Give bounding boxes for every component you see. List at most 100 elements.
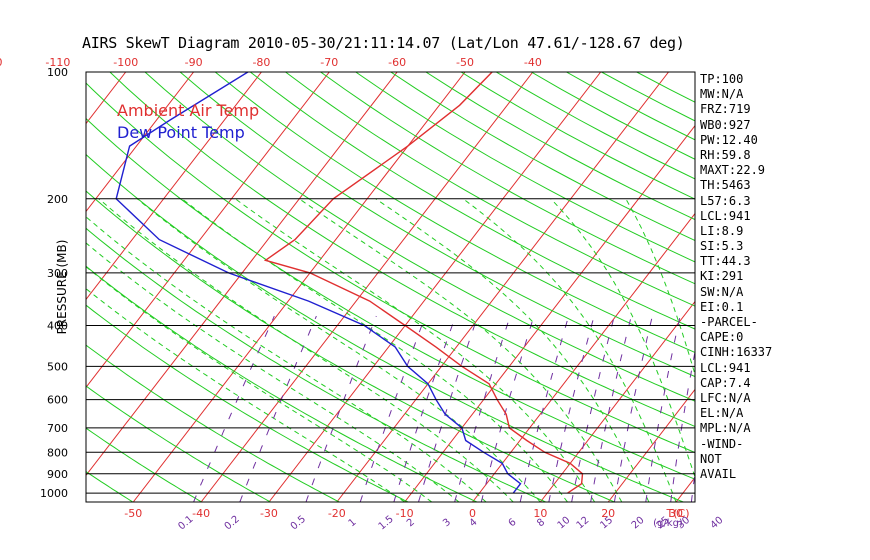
stat-row: RH:59.8 bbox=[700, 147, 751, 162]
pressure-tick-label: 100 bbox=[47, 66, 68, 79]
mixing-ratio-label: 10 bbox=[556, 515, 573, 532]
stat-row: WB0:927 bbox=[700, 117, 751, 132]
moist-adiabat-line bbox=[235, 198, 596, 502]
moist-adiabat-line bbox=[136, 198, 541, 502]
isotherm-line bbox=[472, 212, 695, 502]
mixing-ratio-line bbox=[519, 315, 570, 502]
temp-tick-label: 10 bbox=[533, 507, 547, 520]
stat-row: LCL:941 bbox=[700, 360, 751, 375]
stat-row: CAP:7.4 bbox=[700, 375, 751, 390]
stat-row: EI:0.1 bbox=[700, 299, 744, 314]
moist-adiabat-line bbox=[86, 288, 405, 502]
stat-row: SW:N/A bbox=[700, 284, 744, 299]
pressure-tick-label: 300 bbox=[47, 267, 68, 280]
dry-adiabat-line bbox=[320, 72, 695, 285]
mixing-ratio-line bbox=[418, 315, 479, 502]
stat-row: AVAIL bbox=[700, 466, 737, 481]
mixing-ratio-line bbox=[359, 315, 426, 502]
top-temp-tick-label: -100 bbox=[113, 56, 138, 69]
plot-frame bbox=[85, 71, 696, 503]
temp-tick-label: 30 bbox=[669, 507, 683, 520]
dry-adiabat-line bbox=[285, 72, 695, 307]
stat-row: MW:N/A bbox=[700, 87, 744, 102]
stat-row: CAPE:0 bbox=[700, 330, 744, 345]
top-temp-tick-label: -60 bbox=[388, 56, 406, 69]
mixing-ratio-label: 40 bbox=[709, 515, 726, 532]
moist-adiabat-line bbox=[550, 198, 695, 479]
temp-tick-label: -40 bbox=[192, 507, 210, 520]
mixing-ratio-label: 20 bbox=[630, 515, 647, 532]
mixing-ratio-label: 4 bbox=[468, 517, 480, 530]
stat-row: LI:8.9 bbox=[700, 223, 744, 238]
stat-row: -WIND- bbox=[700, 436, 744, 451]
isotherm-line bbox=[132, 72, 466, 502]
mixing-ratio-unit-label: (g/kg) bbox=[653, 518, 683, 529]
mixing-ratio-label: 3 bbox=[441, 517, 453, 530]
stat-row: KI:291 bbox=[700, 269, 744, 284]
mixing-ratio-line bbox=[590, 315, 632, 502]
isotherm-line bbox=[200, 72, 534, 502]
isotherm-line bbox=[607, 388, 695, 502]
mixing-ratio-line bbox=[239, 315, 317, 502]
moist-adiabat-line bbox=[86, 266, 433, 502]
temp-tick-label: 20 bbox=[601, 507, 615, 520]
stat-row: PW:12.40 bbox=[700, 132, 758, 147]
top-temp-tick-label: -110 bbox=[45, 56, 70, 69]
ambient-air-temp-line bbox=[263, 72, 584, 494]
moist-adiabat-line bbox=[86, 216, 487, 502]
dry-adiabat-line bbox=[86, 385, 271, 502]
chart-title: AIRS SkewT Diagram 2010-05-30/21:11:14.0… bbox=[82, 34, 685, 52]
isotherm-line bbox=[86, 72, 398, 477]
moist-adiabat-line bbox=[181, 198, 568, 502]
stat-row: SI:5.3 bbox=[700, 239, 744, 254]
top-temp-tick-label: -120 bbox=[0, 56, 3, 69]
mixing-ratio-label: 1 bbox=[347, 517, 359, 530]
isotherm-line bbox=[86, 72, 262, 301]
mixing-ratio-label: 2 bbox=[405, 517, 417, 530]
dry-adiabat-line bbox=[86, 344, 340, 502]
mixing-ratio-label: 12 bbox=[575, 515, 592, 532]
temp-tick-label: -50 bbox=[124, 507, 142, 520]
mixing-ratio-line bbox=[670, 349, 695, 502]
isotherm-line bbox=[0, 72, 58, 502]
stat-row: TH:5463 bbox=[700, 178, 751, 193]
dry-adiabat-line bbox=[144, 72, 695, 402]
temp-tick-label: -20 bbox=[328, 507, 346, 520]
pressure-tick-label: 600 bbox=[47, 394, 68, 407]
pressure-tick-label: 500 bbox=[47, 360, 68, 373]
stat-row: -PARCEL- bbox=[700, 315, 758, 329]
dry-adiabat-line bbox=[86, 82, 695, 454]
temp-tick-label: -10 bbox=[396, 507, 414, 520]
pressure-tick-label: 200 bbox=[47, 193, 68, 206]
mixing-ratio-label: 8 bbox=[535, 517, 547, 530]
legend-ambient-air-temp: Ambient Air Temp bbox=[117, 101, 260, 120]
stat-row: EL:N/A bbox=[700, 406, 744, 421]
pressure-tick-label: 800 bbox=[47, 446, 68, 459]
mixing-ratio-line bbox=[645, 315, 681, 502]
stat-row: CINH:16337 bbox=[700, 345, 773, 360]
mixing-ratio-line bbox=[613, 315, 653, 502]
pressure-tick-label: 1000 bbox=[40, 487, 68, 500]
dry-adiabat-line bbox=[249, 72, 695, 330]
stats-panel: TP:100 MW:N/A FRZ:719 WB0:927 PW:12.40 RH:59.… bbox=[700, 72, 860, 482]
top-temp-tick-label: -40 bbox=[524, 56, 542, 69]
moist-adiabat-line bbox=[375, 198, 650, 502]
mixing-ratio-line bbox=[393, 315, 456, 502]
mixing-ratio-line bbox=[571, 315, 615, 502]
stat-row: TT:44.3 bbox=[700, 254, 751, 269]
stat-row: L57:6.3 bbox=[700, 193, 751, 208]
dry-adiabat-line bbox=[179, 72, 695, 378]
moist-adiabat-line bbox=[98, 198, 514, 502]
isotherm-line bbox=[336, 72, 669, 502]
isotherm-line bbox=[539, 300, 695, 502]
mixing-ratio-label: 6 bbox=[507, 517, 519, 530]
dry-adiabat-line bbox=[86, 190, 615, 502]
isotherm-line bbox=[268, 72, 602, 502]
mixing-ratio-line bbox=[454, 315, 511, 502]
temp-axis-label: T(C) bbox=[666, 507, 690, 520]
dry-adiabat-line bbox=[86, 153, 684, 502]
isotherm-line bbox=[86, 72, 330, 389]
dry-adiabat-line bbox=[86, 265, 478, 502]
stat-row: LFC:N/A bbox=[700, 390, 751, 405]
